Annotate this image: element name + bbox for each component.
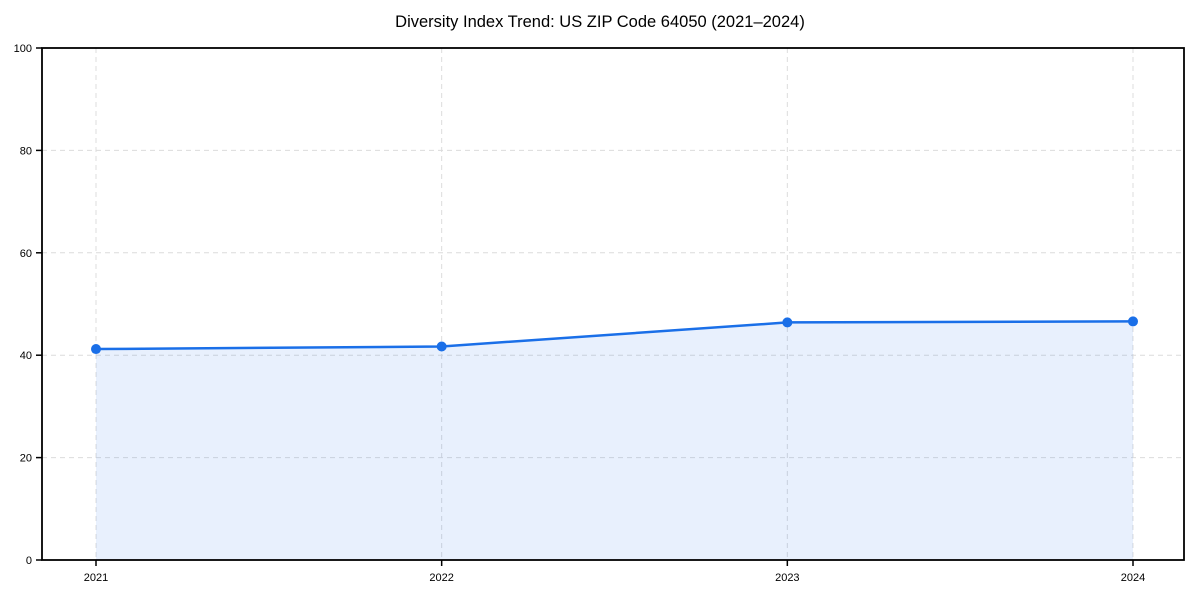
x-axis-tick-label: 2022 — [429, 572, 453, 584]
chart-title: Diversity Index Trend: US ZIP Code 64050… — [395, 13, 805, 31]
x-axis-tick-label: 2023 — [775, 572, 799, 584]
y-axis-tick-label: 0 — [26, 555, 32, 567]
y-axis-tick-label: 60 — [20, 248, 32, 260]
y-axis-tick-label: 40 — [20, 350, 32, 362]
x-axis-tick-label: 2021 — [84, 572, 108, 584]
line-series — [94, 320, 1135, 351]
data-point-marker — [1128, 316, 1138, 327]
x-axis-tick-label: 2024 — [1121, 572, 1145, 584]
y-axis-tick-label: 80 — [20, 145, 32, 157]
y-axis-tick-label: 100 — [14, 43, 32, 55]
area-fill — [96, 321, 1133, 560]
data-point-marker — [436, 341, 447, 352]
y-axis-tick-label: 20 — [20, 453, 32, 465]
data-point-marker — [782, 317, 793, 328]
data-point-marker — [91, 344, 101, 355]
plot-frame — [41, 47, 1185, 561]
